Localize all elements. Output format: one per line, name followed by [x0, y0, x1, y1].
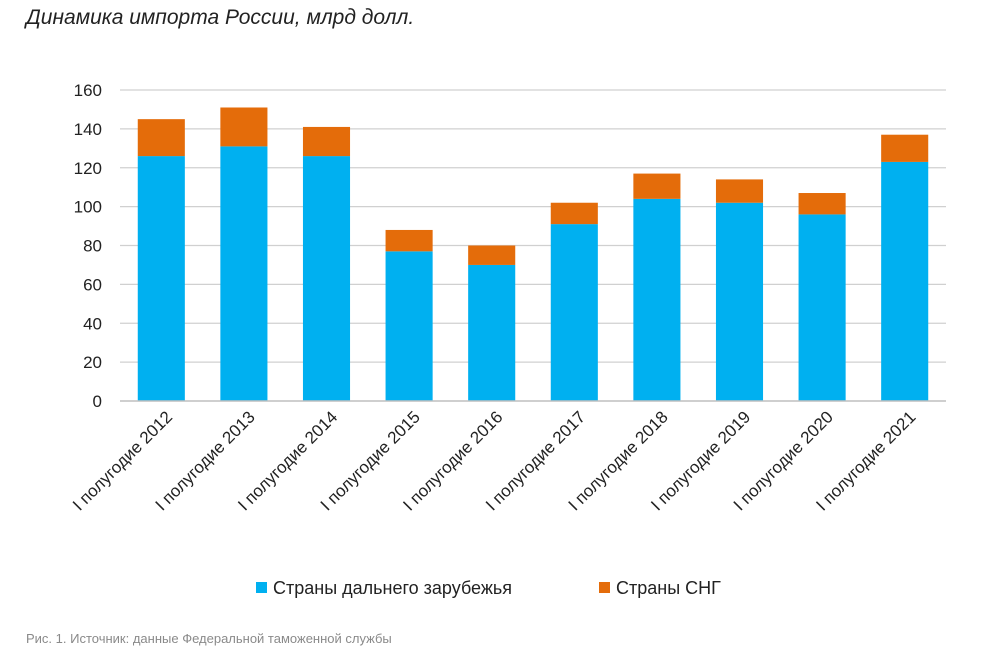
chart-title: Динамика импорта России, млрд долл. — [26, 6, 415, 29]
legend-swatch-0 — [256, 582, 267, 593]
bar-far-abroad-0 — [137, 156, 185, 401]
y-axis-ticks: 0 20 40 60 80 100 120 140 160 — [74, 81, 102, 411]
bar-cis-7 — [715, 179, 764, 203]
legend-label-0: Страны дальнего зарубежья — [273, 578, 512, 598]
bar-cis-0 — [137, 119, 185, 157]
bar-cis-8 — [798, 193, 846, 215]
bar-cis-1 — [220, 107, 268, 147]
y-tick-label: 140 — [74, 120, 102, 139]
bar-far-abroad-4 — [468, 264, 516, 401]
y-tick-label: 120 — [74, 159, 102, 178]
bar-far-abroad-5 — [550, 224, 598, 401]
y-tick-label: 80 — [83, 237, 102, 256]
legend-swatch-1 — [599, 582, 610, 593]
bar-cis-5 — [550, 202, 598, 225]
bar-far-abroad-7 — [715, 202, 764, 401]
bar-cis-6 — [633, 173, 681, 199]
y-tick-label: 0 — [93, 392, 102, 411]
bar-far-abroad-1 — [220, 146, 268, 401]
bar-cis-9 — [881, 134, 929, 162]
y-tick-label: 20 — [83, 353, 102, 372]
y-tick-label: 160 — [74, 81, 102, 100]
bars — [137, 107, 929, 401]
figure-caption: Рис. 1. Источник: данные Федеральной там… — [26, 631, 392, 646]
y-tick-label: 100 — [74, 198, 102, 217]
y-tick-label: 60 — [83, 275, 102, 294]
bar-far-abroad-2 — [302, 156, 351, 401]
legend: Страны дальнего зарубежья Страны СНГ — [256, 578, 721, 598]
bar-far-abroad-8 — [798, 214, 846, 401]
bar-far-abroad-3 — [385, 251, 433, 401]
bar-cis-2 — [302, 126, 351, 157]
y-tick-label: 40 — [83, 314, 102, 333]
legend-label-1: Страны СНГ — [616, 578, 721, 598]
bar-cis-4 — [468, 245, 516, 265]
bar-far-abroad-6 — [633, 198, 681, 401]
bar-far-abroad-9 — [881, 161, 929, 401]
bar-cis-3 — [385, 229, 433, 252]
